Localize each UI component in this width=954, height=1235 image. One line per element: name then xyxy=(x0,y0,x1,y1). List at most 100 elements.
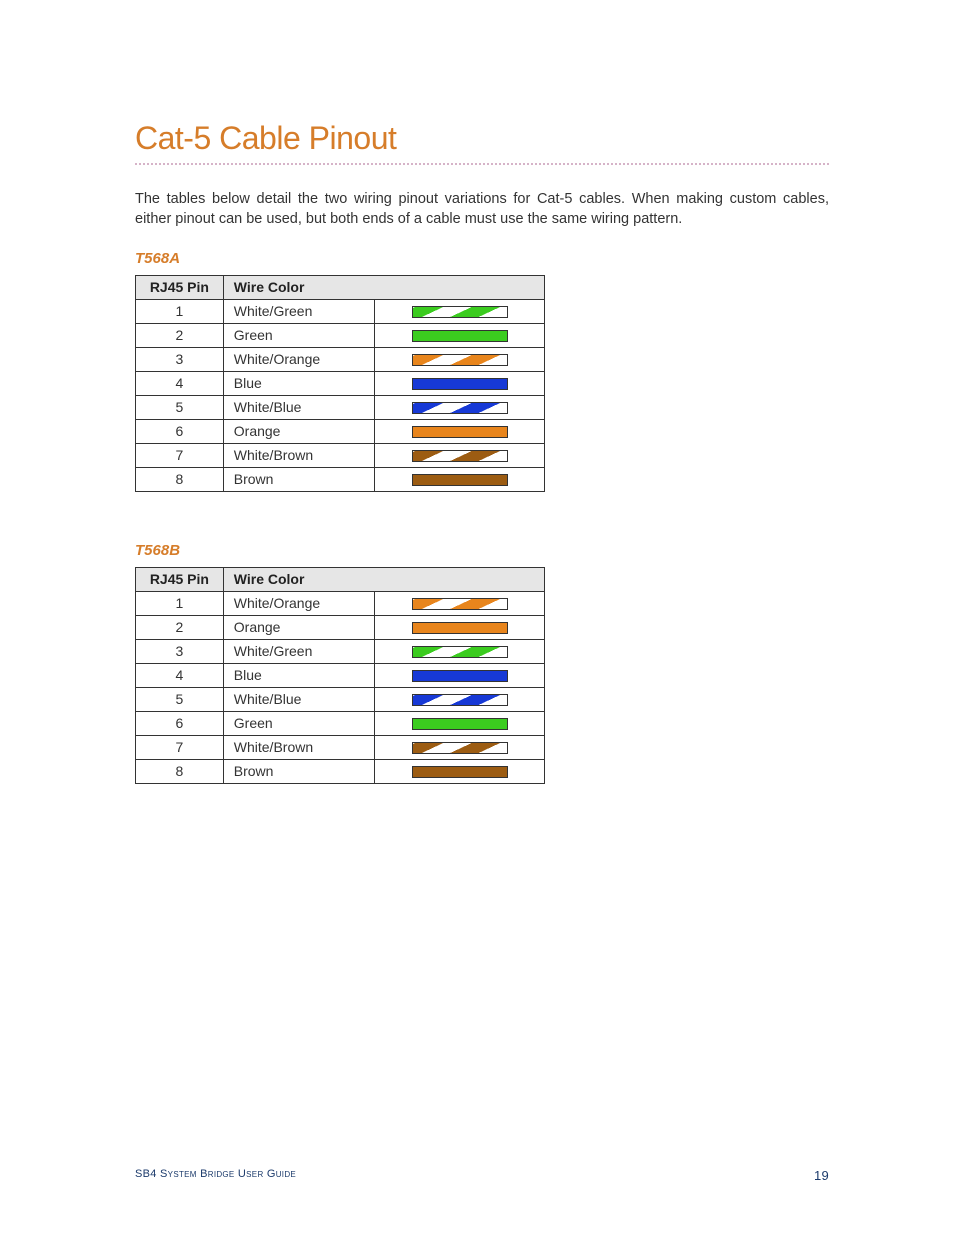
table-row: 8Brown xyxy=(136,759,545,783)
wire-swatch xyxy=(412,378,508,390)
table-row: 3White/Orange xyxy=(136,347,545,371)
table-header-row: RJ45 Pin Wire Color xyxy=(136,275,545,299)
table-row: 5White/Blue xyxy=(136,687,545,711)
table-row: 6Orange xyxy=(136,419,545,443)
wire-color-name: Orange xyxy=(223,419,375,443)
pin-cell: 8 xyxy=(136,467,224,491)
wire-color-name: Green xyxy=(223,711,375,735)
wire-color-name: White/Blue xyxy=(223,687,375,711)
table-row: 3White/Green xyxy=(136,639,545,663)
pin-cell: 6 xyxy=(136,711,224,735)
wire-color-name: White/Green xyxy=(223,639,375,663)
header-color: Wire Color xyxy=(223,275,544,299)
wire-swatch xyxy=(412,622,508,634)
wire-swatch xyxy=(412,450,508,462)
table-row: 6Green xyxy=(136,711,545,735)
wire-color-name: Orange xyxy=(223,615,375,639)
footer-guide-title: SB4 System Bridge User Guide xyxy=(135,1168,296,1183)
t568b-body: 1White/Orange2Orange3White/Green4Blue5Wh… xyxy=(136,591,545,783)
wire-swatch xyxy=(412,598,508,610)
wire-swatch xyxy=(412,694,508,706)
table-row: 5White/Blue xyxy=(136,395,545,419)
wire-swatch-cell xyxy=(375,299,545,323)
t568b-heading: T568B xyxy=(135,542,829,559)
wire-swatch xyxy=(412,742,508,754)
table-row: 1White/Orange xyxy=(136,591,545,615)
pin-cell: 8 xyxy=(136,759,224,783)
pin-cell: 3 xyxy=(136,639,224,663)
pin-cell: 2 xyxy=(136,323,224,347)
header-color: Wire Color xyxy=(223,567,544,591)
pin-cell: 4 xyxy=(136,371,224,395)
wire-swatch-cell xyxy=(375,323,545,347)
wire-swatch-cell xyxy=(375,639,545,663)
wire-color-name: White/Brown xyxy=(223,735,375,759)
wire-swatch xyxy=(412,402,508,414)
pin-cell: 2 xyxy=(136,615,224,639)
wire-color-name: Green xyxy=(223,323,375,347)
wire-swatch-cell xyxy=(375,759,545,783)
t568a-heading: T568A xyxy=(135,250,829,267)
wire-swatch-cell xyxy=(375,663,545,687)
wire-swatch-cell xyxy=(375,467,545,491)
wire-swatch xyxy=(412,646,508,658)
wire-swatch xyxy=(412,330,508,342)
table-row: 4Blue xyxy=(136,663,545,687)
t568a-body: 1White/Green2Green3White/Orange4Blue5Whi… xyxy=(136,299,545,491)
wire-swatch xyxy=(412,306,508,318)
wire-swatch xyxy=(412,354,508,366)
header-pin: RJ45 Pin xyxy=(136,567,224,591)
wire-swatch-cell xyxy=(375,591,545,615)
wire-color-name: White/Brown xyxy=(223,443,375,467)
wire-swatch-cell xyxy=(375,615,545,639)
t568b-table: RJ45 Pin Wire Color 1White/Orange2Orange… xyxy=(135,567,545,784)
pin-cell: 1 xyxy=(136,591,224,615)
wire-swatch xyxy=(412,426,508,438)
wire-swatch-cell xyxy=(375,371,545,395)
wire-swatch-cell xyxy=(375,687,545,711)
pin-cell: 5 xyxy=(136,395,224,419)
pin-cell: 7 xyxy=(136,443,224,467)
wire-swatch-cell xyxy=(375,443,545,467)
wire-color-name: Brown xyxy=(223,759,375,783)
wire-color-name: Blue xyxy=(223,663,375,687)
pin-cell: 6 xyxy=(136,419,224,443)
wire-swatch xyxy=(412,718,508,730)
pin-cell: 5 xyxy=(136,687,224,711)
footer-page-number: 19 xyxy=(814,1168,829,1183)
t568a-block: T568A RJ45 Pin Wire Color 1White/Green2G… xyxy=(135,250,829,492)
table-row: 1White/Green xyxy=(136,299,545,323)
table-row: 7White/Brown xyxy=(136,443,545,467)
wire-color-name: White/Green xyxy=(223,299,375,323)
page-body: Cat-5 Cable Pinout The tables below deta… xyxy=(0,0,954,784)
pin-cell: 4 xyxy=(136,663,224,687)
pin-cell: 3 xyxy=(136,347,224,371)
wire-swatch-cell xyxy=(375,711,545,735)
title-rule xyxy=(135,163,829,165)
wire-swatch-cell xyxy=(375,735,545,759)
t568b-block: T568B RJ45 Pin Wire Color 1White/Orange2… xyxy=(135,542,829,784)
page-footer: SB4 System Bridge User Guide 19 xyxy=(135,1168,829,1183)
pin-cell: 1 xyxy=(136,299,224,323)
wire-color-name: White/Blue xyxy=(223,395,375,419)
wire-swatch-cell xyxy=(375,347,545,371)
wire-swatch xyxy=(412,670,508,682)
intro-paragraph: The tables below detail the two wiring p… xyxy=(135,189,829,230)
table-row: 2Orange xyxy=(136,615,545,639)
t568a-table: RJ45 Pin Wire Color 1White/Green2Green3W… xyxy=(135,275,545,492)
table-row: 7White/Brown xyxy=(136,735,545,759)
table-row: 2Green xyxy=(136,323,545,347)
table-row: 4Blue xyxy=(136,371,545,395)
page-title: Cat-5 Cable Pinout xyxy=(135,120,829,157)
table-row: 8Brown xyxy=(136,467,545,491)
wire-swatch-cell xyxy=(375,419,545,443)
wire-color-name: Blue xyxy=(223,371,375,395)
wire-swatch xyxy=(412,766,508,778)
pin-cell: 7 xyxy=(136,735,224,759)
wire-swatch-cell xyxy=(375,395,545,419)
wire-color-name: White/Orange xyxy=(223,347,375,371)
table-header-row: RJ45 Pin Wire Color xyxy=(136,567,545,591)
header-pin: RJ45 Pin xyxy=(136,275,224,299)
wire-color-name: White/Orange xyxy=(223,591,375,615)
wire-swatch xyxy=(412,474,508,486)
